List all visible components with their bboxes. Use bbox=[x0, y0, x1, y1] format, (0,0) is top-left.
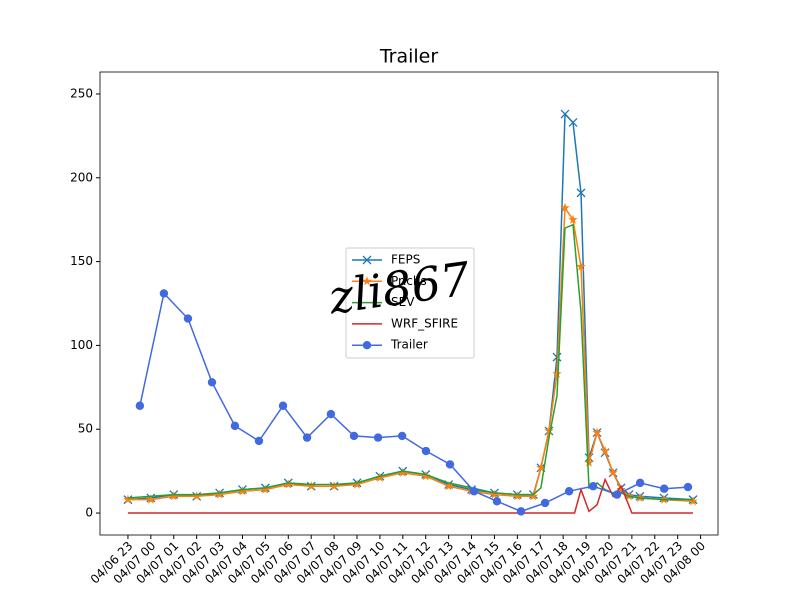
legend-label: Prichs bbox=[391, 274, 427, 288]
marker-circle bbox=[230, 421, 240, 431]
marker-star bbox=[608, 467, 618, 477]
marker-circle bbox=[492, 497, 502, 506]
marker-star bbox=[306, 481, 316, 491]
marker-circle bbox=[207, 378, 217, 387]
marker-star bbox=[688, 496, 698, 506]
marker-circle bbox=[183, 314, 193, 323]
legend-marker bbox=[362, 255, 372, 265]
marker-star bbox=[600, 446, 610, 456]
marker-star bbox=[512, 491, 523, 501]
chart-title: Trailer bbox=[379, 46, 439, 68]
marker-circle bbox=[302, 433, 312, 442]
marker-star bbox=[329, 481, 339, 491]
marker-star bbox=[375, 472, 385, 482]
marker-circle bbox=[445, 460, 455, 469]
marker-x bbox=[560, 109, 570, 119]
legend-label: WRF_SFIRE bbox=[391, 316, 458, 330]
y-tick-label: 200 bbox=[70, 170, 93, 184]
legend-marker-shape bbox=[362, 255, 372, 265]
marker-star bbox=[398, 467, 408, 477]
marker-star bbox=[146, 494, 156, 504]
marker-circle bbox=[373, 433, 383, 442]
y-tick-label: 150 bbox=[70, 254, 93, 268]
legend-marker bbox=[362, 341, 372, 350]
marker-circle bbox=[254, 436, 264, 446]
marker-x bbox=[576, 188, 586, 198]
marker-star bbox=[489, 489, 500, 499]
y-tick-label: 250 bbox=[70, 86, 93, 100]
marker-star bbox=[560, 202, 570, 212]
marker-circle bbox=[349, 431, 359, 441]
marker-star bbox=[214, 489, 225, 499]
marker-star bbox=[421, 471, 431, 481]
legend-label: FEPS bbox=[391, 253, 420, 267]
marker-star bbox=[592, 427, 602, 437]
y-tick-label: 50 bbox=[78, 422, 93, 436]
marker-circle bbox=[326, 409, 336, 419]
marker-circle bbox=[516, 507, 526, 516]
marker-circle bbox=[683, 482, 693, 492]
marker-star bbox=[544, 425, 554, 435]
legend-marker-shape bbox=[362, 341, 372, 350]
marker-circle bbox=[612, 490, 622, 499]
marker-star bbox=[576, 261, 586, 271]
marker-circle bbox=[278, 401, 288, 410]
marker-circle bbox=[635, 478, 645, 488]
marker-star bbox=[260, 484, 271, 494]
legend-marker bbox=[362, 276, 372, 286]
legend-box bbox=[345, 247, 475, 359]
marker-star bbox=[191, 491, 202, 501]
marker-star bbox=[536, 462, 546, 472]
marker-star bbox=[169, 491, 179, 501]
marker-circle bbox=[588, 482, 598, 491]
marker-star bbox=[528, 491, 539, 501]
marker-star bbox=[568, 214, 578, 224]
y-tick-label: 100 bbox=[70, 338, 93, 352]
series-line bbox=[127, 477, 693, 514]
marker-circle bbox=[397, 431, 407, 441]
marker-circle bbox=[564, 487, 574, 496]
legend-marker-shape bbox=[362, 276, 372, 286]
marker-circle bbox=[135, 401, 145, 410]
marker-star bbox=[552, 368, 562, 378]
marker-star bbox=[443, 481, 454, 491]
marker-circle bbox=[159, 289, 169, 298]
marker-x bbox=[568, 117, 578, 127]
series-line bbox=[139, 291, 689, 513]
marker-star bbox=[123, 494, 133, 504]
series-line bbox=[127, 205, 694, 503]
y-tick-label: 0 bbox=[85, 506, 93, 520]
marker-circle bbox=[469, 487, 479, 496]
marker-circle bbox=[659, 484, 669, 493]
legend-label: Trailer bbox=[390, 338, 428, 352]
marker-circle bbox=[421, 446, 431, 456]
plot-frame bbox=[99, 71, 719, 536]
marker-star bbox=[352, 479, 362, 489]
marker-star bbox=[616, 484, 626, 494]
marker-circle bbox=[540, 498, 550, 508]
legend-label: SEV bbox=[391, 295, 415, 309]
marker-star bbox=[237, 486, 248, 496]
marker-star bbox=[283, 479, 293, 489]
marker-star bbox=[584, 457, 594, 467]
